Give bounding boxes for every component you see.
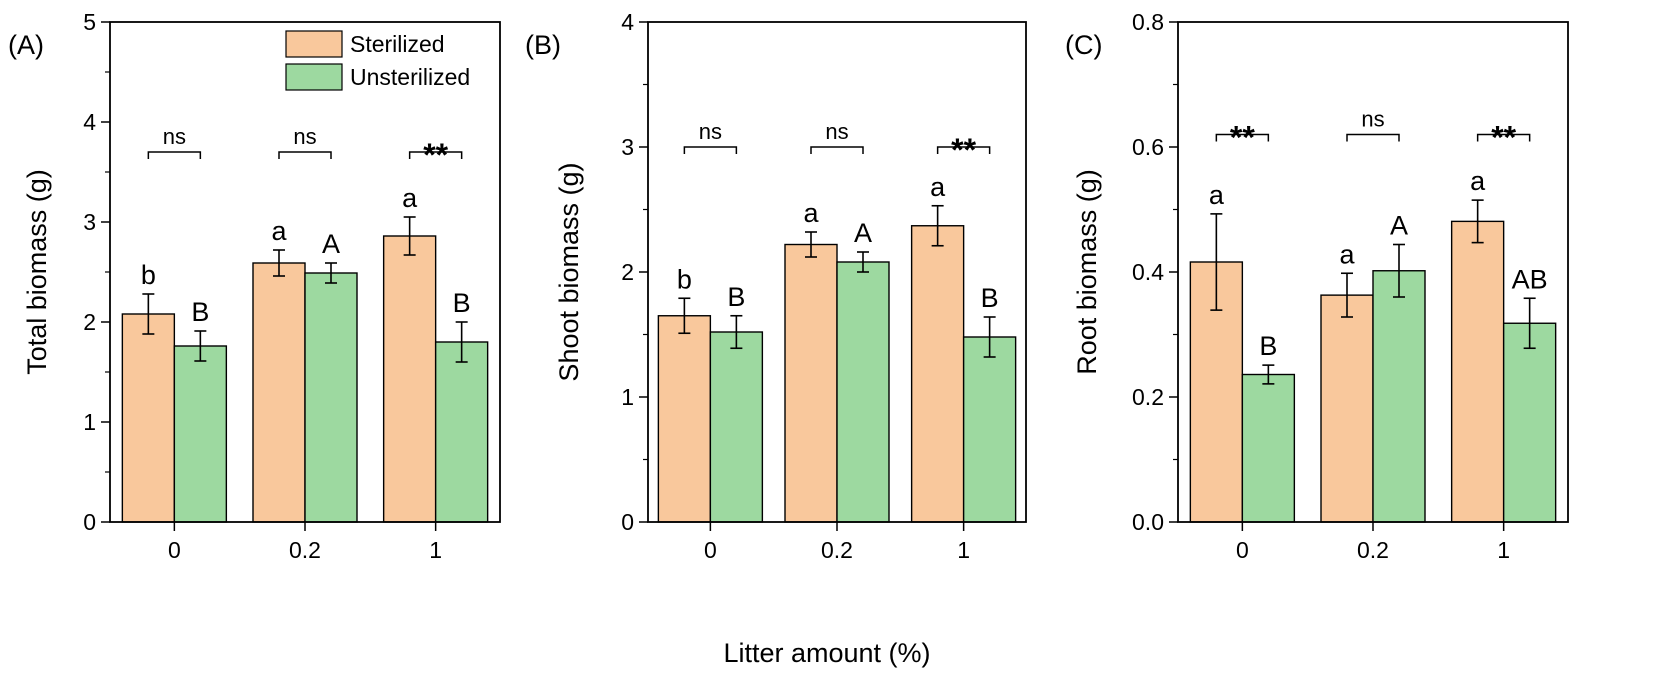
y-tick-label-2: 1 bbox=[621, 384, 634, 410]
y-tick-label-4: 0.6 bbox=[1132, 134, 1164, 160]
significance-letter-unsterilized-1: B bbox=[1259, 331, 1277, 361]
significance-bracket-1 bbox=[683, 146, 738, 154]
bar-unsterilized-3 bbox=[1502, 322, 1557, 523]
significance-letter-unsterilized-3: B bbox=[453, 288, 471, 318]
significance-letter-sterilized-3: a bbox=[1470, 166, 1486, 196]
y-tick-label-3: 2 bbox=[83, 309, 96, 335]
significance-mark-2: ns bbox=[825, 119, 848, 144]
significance-mark-2: ns bbox=[1361, 107, 1384, 132]
plot-frame bbox=[109, 21, 501, 523]
bar-sterilized-1 bbox=[657, 315, 712, 523]
bar-sterilized-3 bbox=[910, 225, 965, 523]
significance-mark-3: ** bbox=[423, 137, 448, 173]
bar-unsterilized-3 bbox=[434, 341, 489, 523]
y-tick-label-4: 3 bbox=[621, 134, 634, 160]
significance-bracket-2 bbox=[1346, 133, 1400, 142]
chart-panel-2: b Bns 0 a Ans 0.2 a B ** 1 0 1 2 3 4 (B) Shoot biomass (… bbox=[525, 9, 1027, 563]
bar-unsterilized-2 bbox=[304, 272, 358, 523]
bar-sterilized-2 bbox=[1320, 294, 1374, 523]
y-tick-label-5: 4 bbox=[83, 109, 96, 135]
x-tick-label-3: 1 bbox=[429, 537, 442, 563]
panel-label: (B) bbox=[525, 30, 561, 60]
y-axis-label: Root biomass (g) bbox=[1072, 169, 1102, 375]
significance-letter-unsterilized-2: A bbox=[1390, 211, 1408, 241]
legend-swatch-sterilized bbox=[285, 30, 343, 58]
significance-letter-unsterilized-2: A bbox=[854, 218, 872, 248]
y-tick-label-2: 0.2 bbox=[1132, 384, 1164, 410]
bar-sterilized-3 bbox=[382, 235, 437, 523]
bar-unsterilized-1 bbox=[173, 345, 228, 523]
x-tick-label-3: 1 bbox=[957, 537, 970, 563]
significance-letter-unsterilized-3: AB bbox=[1512, 264, 1548, 294]
shared-x-axis-label: Litter amount (%) bbox=[723, 638, 930, 668]
x-tick-label-1: 0 bbox=[168, 537, 181, 563]
legend: Sterilized Unsterilized bbox=[285, 30, 470, 91]
y-tick-label-1: 0 bbox=[621, 509, 634, 535]
panel-label: (A) bbox=[8, 30, 44, 60]
y-axis-label: Shoot biomass (g) bbox=[554, 162, 584, 381]
significance-mark-3: ** bbox=[1491, 120, 1516, 156]
significance-bracket-2 bbox=[810, 146, 864, 154]
bar-sterilized-3 bbox=[1450, 220, 1505, 523]
x-tick-label-2: 0.2 bbox=[1357, 537, 1389, 563]
y-tick-label-2: 1 bbox=[83, 409, 96, 435]
bar-sterilized-2 bbox=[784, 243, 838, 523]
significance-mark-1: ns bbox=[699, 119, 722, 144]
significance-mark-1: ns bbox=[163, 124, 186, 149]
significance-letter-unsterilized-1: B bbox=[191, 297, 209, 327]
significance-bracket-3 bbox=[408, 151, 463, 159]
x-tick-label-1: 0 bbox=[704, 537, 717, 563]
y-tick-label-5: 0.8 bbox=[1132, 9, 1164, 35]
significance-bracket-1 bbox=[147, 151, 202, 159]
legend-swatch-unsterilized bbox=[285, 63, 343, 91]
plot-frame bbox=[647, 21, 1027, 523]
significance-letter-sterilized-2: a bbox=[803, 198, 819, 228]
significance-bracket-1 bbox=[1215, 133, 1270, 142]
bar-unsterilized-2 bbox=[1372, 270, 1426, 523]
significance-letter-sterilized-2: a bbox=[1339, 239, 1355, 269]
chart-panel-1: b Bns 0 a Ans 0.2 a B ** 1 0 1 2 3 4 5 (A) Total biomass … bbox=[8, 9, 501, 563]
bar-unsterilized-3 bbox=[962, 336, 1017, 523]
bar-sterilized-2 bbox=[252, 262, 306, 523]
y-tick-label-1: 0.0 bbox=[1132, 509, 1164, 535]
bar-unsterilized-1 bbox=[1241, 373, 1296, 523]
significance-letter-sterilized-1: a bbox=[1209, 180, 1225, 210]
y-tick-label-6: 5 bbox=[83, 9, 96, 35]
legend-label-unsterilized: Unsterilized bbox=[350, 64, 470, 90]
significance-letter-unsterilized-3: B bbox=[981, 283, 999, 313]
bar-sterilized-1 bbox=[121, 313, 176, 523]
x-tick-label-1: 0 bbox=[1236, 537, 1249, 563]
significance-bracket-3 bbox=[936, 146, 991, 154]
significance-letter-sterilized-2: a bbox=[271, 216, 287, 246]
significance-letter-sterilized-3: a bbox=[930, 172, 946, 202]
significance-letter-unsterilized-2: A bbox=[322, 229, 340, 259]
significance-letter-sterilized-1: b bbox=[141, 260, 156, 290]
significance-mark-1: ** bbox=[1230, 120, 1255, 156]
y-axis-label: Total biomass (g) bbox=[22, 169, 52, 375]
panel-label: (C) bbox=[1065, 30, 1102, 60]
significance-mark-2: ns bbox=[293, 124, 316, 149]
significance-mark-3: ** bbox=[951, 132, 976, 168]
y-tick-label-1: 0 bbox=[83, 509, 96, 535]
significance-bracket-2 bbox=[278, 151, 332, 159]
plot-frame bbox=[1177, 21, 1569, 523]
bar-unsterilized-1 bbox=[709, 331, 764, 523]
chart-panel-3: a B ** 0 a Ans 0.2 a AB ** 1 0.0 0.2 0.4 0.6 0.8 (C) Root… bbox=[1065, 9, 1569, 563]
y-tick-label-3: 2 bbox=[621, 259, 634, 285]
significance-letter-sterilized-3: a bbox=[402, 183, 418, 213]
significance-letter-unsterilized-1: B bbox=[727, 282, 745, 312]
y-tick-label-3: 0.4 bbox=[1132, 259, 1164, 285]
x-tick-label-2: 0.2 bbox=[821, 537, 853, 563]
y-tick-label-4: 3 bbox=[83, 209, 96, 235]
significance-letter-sterilized-1: b bbox=[677, 264, 692, 294]
y-tick-label-5: 4 bbox=[621, 9, 634, 35]
bar-unsterilized-2 bbox=[836, 261, 890, 523]
legend-label-sterilized: Sterilized bbox=[350, 31, 445, 57]
x-tick-label-3: 1 bbox=[1497, 537, 1510, 563]
x-tick-label-2: 0.2 bbox=[289, 537, 321, 563]
significance-bracket-3 bbox=[1476, 133, 1531, 142]
